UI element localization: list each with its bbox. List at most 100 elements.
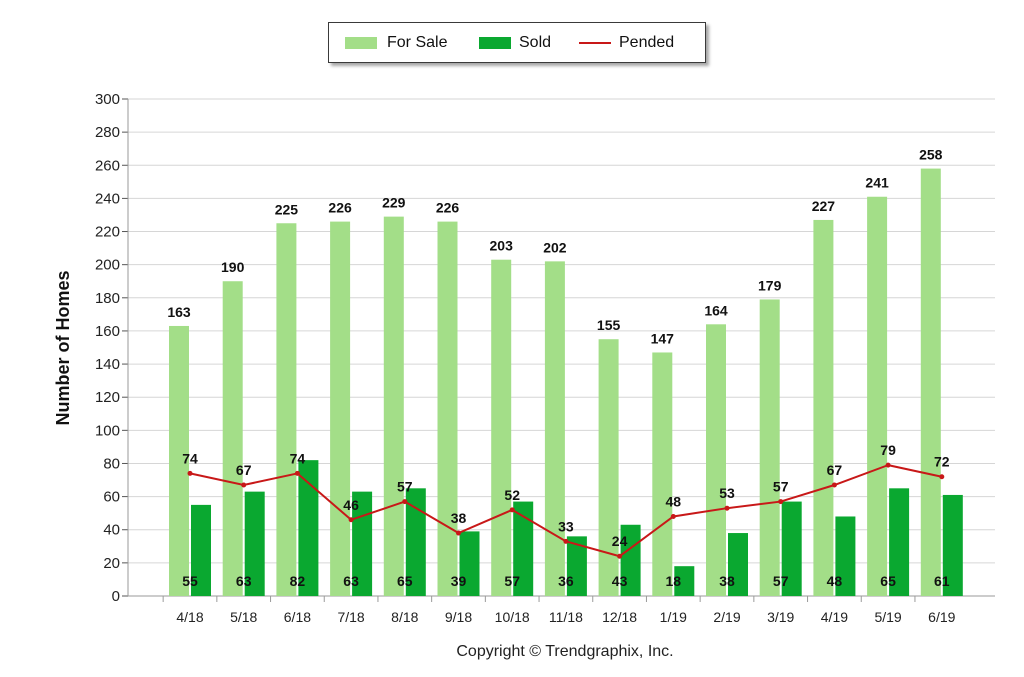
data-label-for-sale: 226 — [328, 200, 352, 216]
legend-swatch-sold — [479, 37, 511, 49]
copyright-footer: Copyright © Trendgraphix, Inc. — [456, 643, 674, 660]
x-axis-ticks: 4/18 5/18 6/18 7/18 8/18 9/18 10/18 11/18 12/18 1… — [162, 596, 956, 625]
bar-for-sale — [867, 196, 888, 596]
pended-point — [402, 499, 408, 505]
y-tick-label: 280 — [95, 124, 120, 141]
data-label-for-sale: 202 — [543, 239, 567, 255]
pended-point — [778, 499, 784, 505]
data-label-for-sale: 179 — [758, 277, 782, 293]
data-label-for-sale: 226 — [436, 200, 460, 216]
pended-point — [241, 482, 247, 488]
bar-for-sale — [383, 216, 404, 596]
pended-point — [670, 513, 676, 519]
pended-point — [939, 474, 945, 480]
bar-sold — [405, 488, 426, 596]
y-tick-label: 300 — [95, 91, 120, 108]
bar-for-sale — [169, 325, 189, 596]
x-tick-label: 4/19 — [821, 609, 848, 625]
bar-sold — [298, 460, 319, 596]
pended-point — [563, 538, 569, 544]
bar-for-sale — [598, 339, 619, 596]
bar-sold — [566, 536, 587, 596]
data-label-for-sale: 229 — [382, 195, 406, 211]
data-label-sold: 63 — [236, 573, 252, 589]
y-tick-label: 160 — [95, 323, 120, 340]
data-label-sold: 57 — [773, 573, 789, 589]
y-tick-label: 140 — [95, 356, 120, 373]
data-label-pended: 79 — [880, 442, 896, 458]
pended-line — [187, 462, 945, 559]
data-label-sold: 57 — [504, 573, 520, 589]
data-label-pended: 53 — [719, 485, 735, 501]
y-tick-label: 220 — [95, 224, 120, 241]
data-label-pended: 74 — [290, 450, 306, 466]
data-label-pended: 74 — [182, 450, 198, 466]
y-tick-label: 240 — [95, 190, 120, 207]
data-label-for-sale: 163 — [167, 304, 191, 320]
bar-for-sale — [920, 168, 941, 596]
legend-swatch-for-sale — [345, 37, 377, 49]
y-tick-label: 180 — [95, 290, 120, 307]
pended-point — [187, 470, 193, 476]
data-label-pended: 24 — [612, 533, 628, 549]
data-label-for-sale: 227 — [812, 198, 836, 214]
x-tick-label: 4/18 — [176, 609, 203, 625]
bar-sold — [513, 501, 534, 596]
y-axis-ticks: 0 20 40 60 80 100 120 140 160 180 200 220 240 260 280 3… — [95, 91, 120, 605]
data-label-pended: 57 — [773, 479, 789, 495]
data-label-for-sale: 155 — [597, 317, 621, 333]
data-label-pended: 67 — [827, 462, 843, 478]
data-label-pended: 48 — [666, 493, 682, 509]
y-tick-label: 260 — [95, 157, 120, 174]
x-tick-label: 7/18 — [337, 609, 364, 625]
legend-label-pended: Pended — [619, 34, 675, 51]
data-label-pended: 72 — [934, 454, 950, 470]
x-tick-label: 6/18 — [284, 609, 311, 625]
legend-label-sold: Sold — [519, 34, 552, 51]
y-tick-label: 200 — [95, 257, 120, 274]
data-label-sold: 63 — [343, 573, 359, 589]
data-label-pended: 57 — [397, 479, 413, 495]
data-label-pended: 52 — [504, 487, 520, 503]
y-tick-label: 120 — [95, 389, 120, 406]
bar-for-sale — [330, 221, 351, 597]
bar-for-sale — [706, 324, 726, 596]
data-label-pended: 67 — [236, 462, 252, 478]
y-tick-label: 60 — [103, 489, 120, 506]
data-labels: 163 55 190 63 225 82 226 63 229 65 226 39 203 57 202 36… — [167, 147, 949, 589]
pended-point — [724, 505, 730, 511]
x-tick-label: 10/18 — [495, 609, 530, 625]
bar-sold — [244, 491, 265, 596]
x-tick-label: 12/18 — [602, 609, 637, 625]
data-label-for-sale: 241 — [865, 175, 889, 191]
y-tick-label: 80 — [103, 455, 120, 472]
y-tick-label: 100 — [95, 422, 120, 439]
y-axis-label: Number of Homes — [53, 270, 73, 425]
bar-for-sale — [222, 281, 243, 596]
x-tick-label: 5/18 — [230, 609, 257, 625]
x-tick-label: 9/18 — [445, 609, 472, 625]
data-label-sold: 43 — [612, 573, 628, 589]
pended-point — [617, 553, 623, 559]
bar-for-sale — [276, 223, 297, 596]
x-tick-label: 6/19 — [928, 609, 955, 625]
data-label-sold: 82 — [290, 573, 306, 589]
data-label-for-sale: 190 — [221, 259, 245, 275]
data-label-pended: 46 — [343, 497, 359, 513]
bar-sold — [620, 524, 641, 596]
x-tick-label: 11/18 — [549, 609, 583, 625]
bar-for-sale — [813, 219, 834, 597]
pended-point — [885, 462, 891, 468]
data-label-sold: 48 — [827, 573, 843, 589]
y-tick-label: 0 — [112, 588, 120, 605]
data-label-sold: 36 — [558, 573, 574, 589]
x-tick-label: 5/19 — [874, 609, 901, 625]
data-label-for-sale: 203 — [490, 238, 514, 254]
pended-point — [509, 507, 515, 513]
bar-for-sale — [652, 352, 673, 596]
x-tick-label: 1/19 — [660, 609, 687, 625]
data-label-sold: 38 — [719, 573, 735, 589]
bar-sold — [835, 516, 856, 596]
data-label-pended: 33 — [558, 518, 574, 534]
data-label-sold: 65 — [880, 573, 896, 589]
